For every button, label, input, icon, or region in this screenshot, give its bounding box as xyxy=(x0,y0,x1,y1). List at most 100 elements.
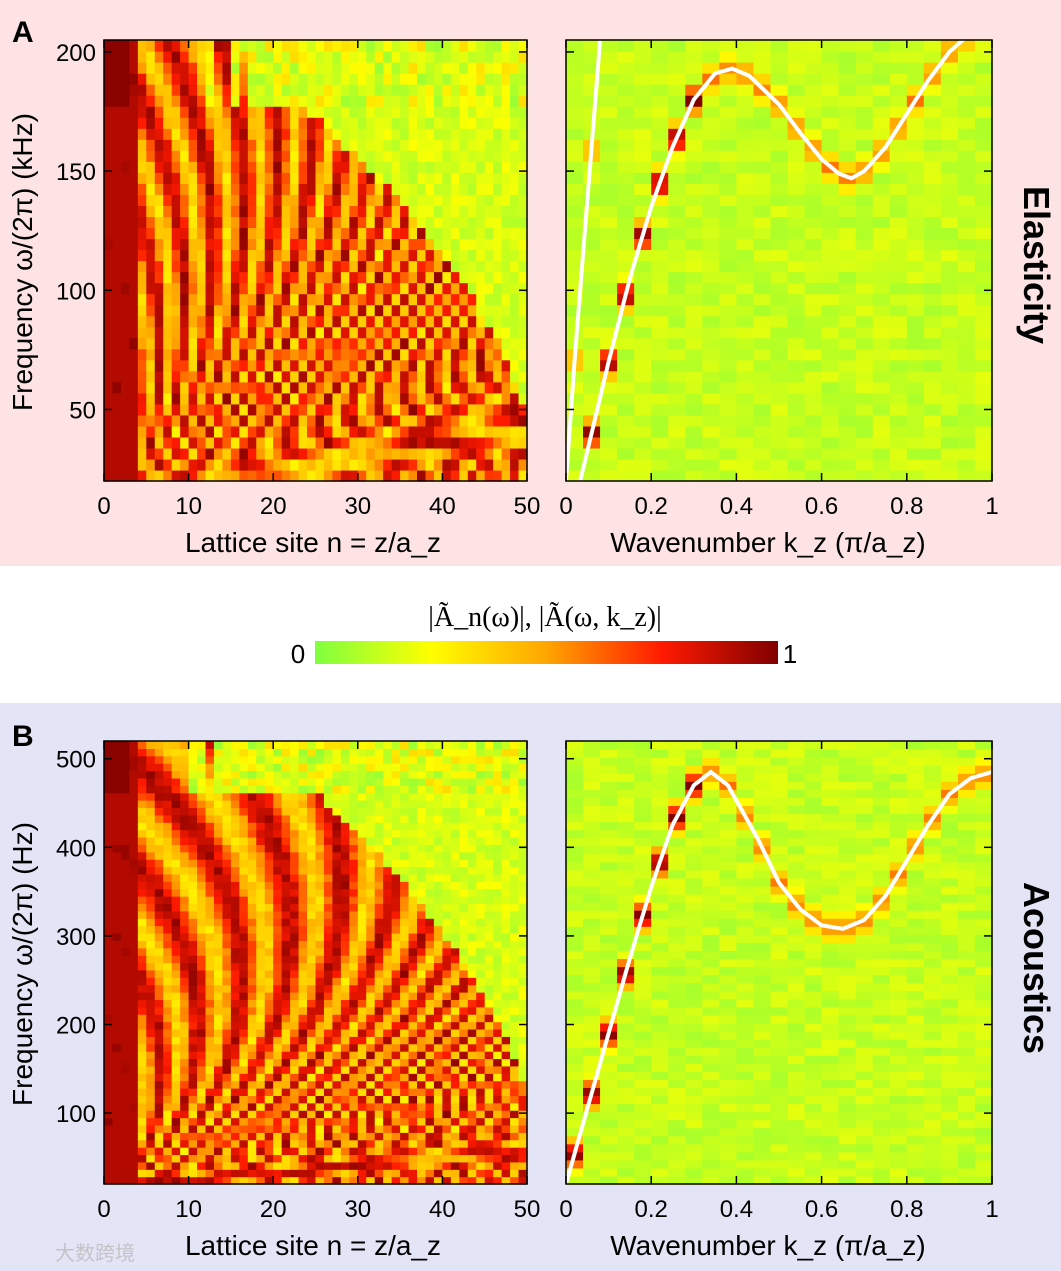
heatmap-cell xyxy=(154,106,164,118)
heatmap-cell xyxy=(442,414,452,427)
heatmap-cell xyxy=(171,741,181,749)
heatmap-cell xyxy=(736,469,755,482)
heatmap-cell xyxy=(357,807,367,816)
heatmap-cell xyxy=(821,84,840,96)
heatmap-cell xyxy=(112,1043,122,1052)
heatmap-cell xyxy=(137,469,147,482)
heatmap-cell xyxy=(400,414,410,427)
heatmap-cell xyxy=(230,814,240,823)
heatmap-cell xyxy=(137,866,147,875)
heatmap-cell xyxy=(180,139,190,151)
heatmap-cell xyxy=(357,873,367,882)
heatmap-cell xyxy=(281,348,291,361)
heatmap-cell xyxy=(213,1117,224,1126)
heatmap-cell xyxy=(154,800,164,809)
heatmap-cell xyxy=(273,1161,283,1170)
heatmap-cell xyxy=(484,447,494,460)
heatmap-cell xyxy=(484,315,494,328)
heatmap-cell xyxy=(425,216,435,229)
heatmap-cell xyxy=(467,348,477,361)
heatmap-cell xyxy=(408,436,418,449)
heatmap-cell xyxy=(366,1014,376,1023)
heatmap-cell xyxy=(476,447,486,460)
heatmap-cell xyxy=(323,962,334,971)
heatmap-cell xyxy=(315,918,325,927)
heatmap-cell xyxy=(281,748,291,757)
heatmap-cell xyxy=(163,1021,173,1030)
heatmap-cell xyxy=(400,282,410,295)
heatmap-cell xyxy=(323,282,334,295)
heatmap-cell xyxy=(906,326,925,339)
heatmap-cell xyxy=(467,359,477,372)
heatmap-cell xyxy=(239,359,249,372)
heatmap-cell xyxy=(180,999,190,1008)
heatmap-cell xyxy=(433,106,443,118)
heatmap-cell xyxy=(668,271,686,284)
heatmap-cell xyxy=(651,260,669,273)
heatmap-cell xyxy=(129,216,139,229)
heatmap-cell xyxy=(459,161,469,173)
heatmap-cell xyxy=(349,293,359,306)
heatmap-cell xyxy=(307,851,317,860)
heatmap-cell xyxy=(112,238,122,251)
heatmap-cell xyxy=(137,1132,147,1141)
heatmap-cell xyxy=(247,873,257,882)
heatmap-cell xyxy=(332,1110,342,1119)
heatmap-cell xyxy=(349,1014,359,1023)
heatmap-cell xyxy=(753,150,772,162)
heatmap-cell xyxy=(180,128,190,140)
heatmap-cell xyxy=(213,1006,224,1015)
heatmap-cell xyxy=(230,117,240,129)
heatmap-cell xyxy=(239,370,249,383)
heatmap-cell xyxy=(332,873,342,882)
heatmap-cell xyxy=(112,447,122,460)
heatmap-cell xyxy=(383,326,393,339)
heatmap-cell xyxy=(273,161,283,173)
heatmap-cell xyxy=(298,748,308,757)
heatmap-cell xyxy=(349,1117,359,1126)
heatmap-cell xyxy=(230,873,240,882)
heatmap-cell xyxy=(838,249,857,262)
heatmap-cell xyxy=(256,851,266,860)
heatmap-cell xyxy=(923,271,942,284)
heatmap-cell xyxy=(804,194,823,206)
heatmap-cell xyxy=(188,392,198,405)
heatmap-cell xyxy=(239,436,249,449)
heatmap-cell xyxy=(154,1014,164,1023)
heatmap-cell xyxy=(281,1088,291,1096)
heatmap-cell xyxy=(104,304,114,317)
heatmap-cell xyxy=(205,763,215,772)
heatmap-cell xyxy=(450,62,460,74)
heatmap-cell xyxy=(247,348,257,361)
heatmap-cell xyxy=(940,315,959,328)
heatmap-cell xyxy=(247,881,257,890)
heatmap-cell xyxy=(366,447,376,460)
heatmap-cell xyxy=(205,881,215,890)
heatmap-cell xyxy=(273,859,283,868)
heatmap-cell xyxy=(366,910,376,919)
heatmap-cell xyxy=(290,763,300,772)
heatmap-cell xyxy=(256,1028,266,1037)
heatmap-cell xyxy=(230,150,240,162)
heatmap-cell xyxy=(417,425,427,438)
heatmap-cell xyxy=(332,1006,342,1015)
heatmap-cell xyxy=(315,172,325,184)
heatmap-cell xyxy=(239,1169,249,1178)
heatmap-cell xyxy=(425,128,435,140)
heatmap-cell xyxy=(736,117,755,129)
heatmap-cell xyxy=(307,910,317,919)
heatmap-cell xyxy=(332,866,342,875)
heatmap-cell xyxy=(838,205,857,218)
heatmap-cell xyxy=(112,458,122,471)
heatmap-cell xyxy=(171,932,181,941)
heatmap-cell xyxy=(400,172,410,184)
heatmap-cell xyxy=(391,293,401,306)
heatmap-cell xyxy=(408,150,418,162)
heatmap-cell xyxy=(323,84,334,96)
heatmap-cell xyxy=(357,337,367,350)
heatmap-cell xyxy=(315,1102,325,1111)
heatmap-cell xyxy=(340,194,350,206)
heatmap-cell xyxy=(154,903,164,912)
heatmap-cell xyxy=(120,62,130,74)
heatmap-cell xyxy=(600,205,618,218)
